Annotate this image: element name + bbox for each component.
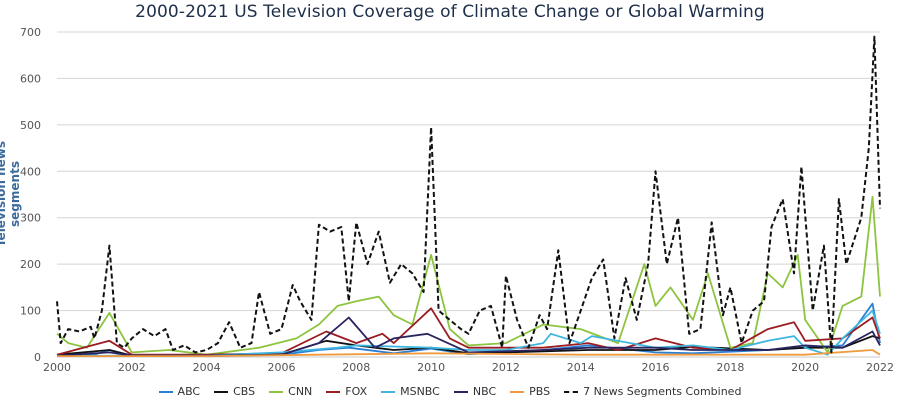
series-line-cnn [56,195,881,356]
legend-swatch [564,390,579,393]
legend-swatch [381,390,396,393]
y-tick-label: 200 [20,258,41,271]
x-tick-label: 2020 [791,361,819,374]
legend-item[interactable]: MSNBC [381,385,440,398]
legend-label: PBS [529,385,551,398]
x-tick-label: 2000 [43,361,71,374]
y-tick-label: 400 [20,165,41,178]
legend-item[interactable]: PBS [510,385,550,398]
legend-item[interactable]: 7 News Segments Combined [564,385,741,398]
x-tick-label: 2016 [642,361,670,374]
series-line-pbs [57,349,881,357]
legend-item[interactable]: CNN [269,385,312,398]
x-tick-label: 2002 [118,361,146,374]
y-tick-label: 600 [20,72,41,85]
x-tick-label: 2014 [567,361,595,374]
x-tick-label: 2018 [716,361,744,374]
legend-swatch [269,390,284,393]
legend: ABC CBS CNN FOX MSNBC NBC PBS 7 News Segments C… [0,385,900,398]
y-tick-label: 300 [20,212,41,225]
x-tick-label: 2010 [417,361,445,374]
x-ticks: 2000 2002 2004 2006 2008 2010 2012 2014 2016 2018… [43,361,894,374]
legend-swatch [214,390,229,393]
legend-label: FOX [345,385,368,398]
legend-label: ABC [177,385,201,398]
y-ticks: 0 100 200 300 400 500 600 700 [20,26,41,364]
legend-swatch [453,390,468,393]
y-tick-label: 700 [20,26,41,39]
x-tick-label: 2006 [267,361,295,374]
legend-item[interactable]: NBC [453,385,497,398]
x-tick-label: 2008 [342,361,370,374]
y-tick-label: 500 [20,119,41,132]
chart-title: 2000-2021 US Television Coverage of Clim… [135,2,765,22]
legend-label: CNN [288,385,313,398]
legend-label: MSNBC [400,385,440,398]
series-lines [56,35,881,357]
legend-item[interactable]: CBS [214,385,255,398]
legend-swatch [510,390,525,393]
y-tick-label: 100 [20,305,41,318]
series-line-7-news-segments-combined [56,35,881,354]
x-tick-label: 2022 [866,361,894,374]
y-tick-label: 0 [34,351,41,364]
x-tick-label: 2004 [193,361,221,374]
legend-swatch [326,390,341,393]
legend-label: 7 News Segments Combined [583,385,742,398]
legend-label: NBC [472,385,497,398]
legend-label: CBS [233,385,256,398]
legend-swatch [158,390,173,393]
legend-item[interactable]: ABC [158,385,201,398]
series-line-msnbc [56,309,881,357]
x-tick-label: 2012 [492,361,520,374]
legend-item[interactable]: FOX [326,385,367,398]
